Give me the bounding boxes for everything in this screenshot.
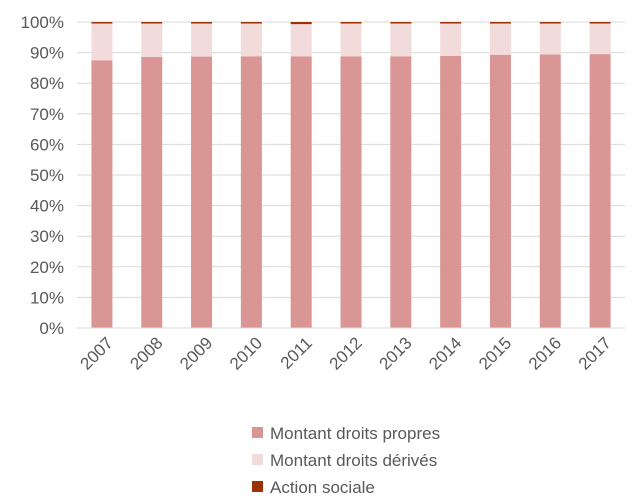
x-tick-label: 2007 <box>77 333 117 373</box>
legend-swatch <box>252 427 263 438</box>
bar-stacks <box>91 22 611 328</box>
x-tick-label: 2012 <box>326 333 366 373</box>
x-tick-label: 2009 <box>176 333 216 373</box>
legend: Montant droits propres Montant droits dér… <box>252 424 440 497</box>
bar-segment <box>589 23 611 55</box>
y-tick-label: 40% <box>30 197 64 216</box>
bar-segment <box>141 56 163 328</box>
bar-segment <box>440 22 462 24</box>
y-tick-label: 0% <box>39 319 64 338</box>
y-axis-tick-labels: 0% 10% 20% 30% 40% 50% 60% 70% 80% 90% 100% <box>21 13 64 338</box>
x-tick-label: 2010 <box>226 333 266 373</box>
y-tick-label: 10% <box>30 288 64 307</box>
bar-segment <box>141 22 163 24</box>
legend-swatch <box>252 454 263 465</box>
bar-segment <box>240 23 262 57</box>
bar-segment <box>340 56 362 328</box>
x-axis: 2007 2008 2009 2010 2011 2012 2013 2014 2015 2016… <box>77 327 625 374</box>
y-tick-label: 50% <box>30 166 64 185</box>
bar-segment <box>91 23 113 61</box>
y-tick-label: 70% <box>30 105 64 124</box>
bar-segment <box>539 54 561 328</box>
bar-segment <box>290 56 312 328</box>
y-tick-label: 60% <box>30 135 64 154</box>
bar-segment <box>191 56 213 328</box>
bar-segment <box>191 23 213 57</box>
bar-segment <box>141 23 163 57</box>
x-tick-label: 2015 <box>475 333 515 373</box>
bar-segment <box>390 23 412 57</box>
bar-segment <box>390 56 412 328</box>
x-tick-label: 2016 <box>525 333 565 373</box>
y-tick-label: 90% <box>30 44 64 63</box>
bar-segment <box>489 22 511 24</box>
x-tick-label: 2011 <box>277 333 316 372</box>
x-tick-label: 2013 <box>375 333 415 373</box>
legend-label: Action sociale <box>270 478 375 497</box>
x-tick-label: 2017 <box>575 333 615 373</box>
bar-segment <box>340 22 362 24</box>
bar-segment <box>589 54 611 328</box>
bar-segment <box>440 55 462 328</box>
bar-segment <box>240 22 262 24</box>
bar-segment <box>489 23 511 55</box>
x-tick-label: 2008 <box>126 333 166 373</box>
y-tick-label: 100% <box>21 13 64 32</box>
bar-segment <box>91 60 113 328</box>
legend-label: Montant droits dérivés <box>270 451 437 470</box>
x-tick-label: 2014 <box>425 333 465 373</box>
bar-segment <box>240 56 262 328</box>
bar-segment <box>290 22 312 25</box>
bar-segment <box>390 22 412 24</box>
bar-segment <box>539 22 561 24</box>
legend-label: Montant droits propres <box>270 424 440 443</box>
bar-segment <box>91 22 113 24</box>
y-tick-label: 80% <box>30 74 64 93</box>
bar-segment <box>440 23 462 56</box>
bar-segment <box>589 22 611 24</box>
legend-swatch <box>252 481 263 492</box>
bar-segment <box>489 54 511 328</box>
bar-segment <box>191 22 213 24</box>
y-tick-label: 30% <box>30 227 64 246</box>
y-tick-label: 20% <box>30 258 64 277</box>
bar-segment <box>340 23 362 57</box>
bar-segment <box>290 24 312 57</box>
bar-segment <box>539 23 561 55</box>
